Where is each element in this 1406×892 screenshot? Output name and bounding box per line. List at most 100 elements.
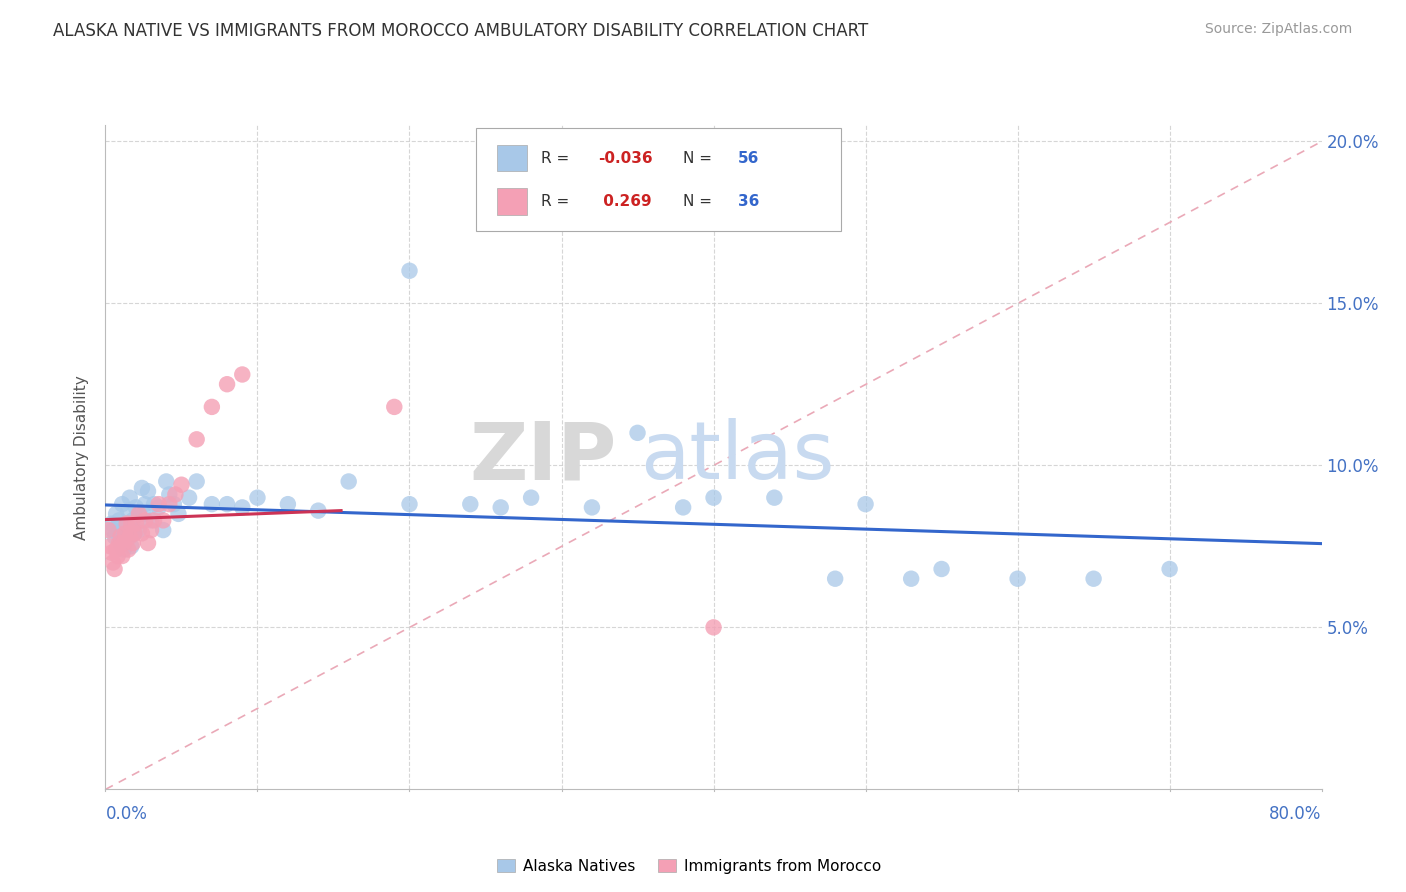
- Text: R =: R =: [541, 151, 574, 166]
- Point: [136, 536, 159, 550]
- Point: [702, 491, 725, 505]
- Point: [672, 500, 695, 515]
- Point: [163, 497, 186, 511]
- Point: [165, 487, 187, 501]
- Point: [100, 546, 122, 560]
- Bar: [498, 145, 527, 171]
- Point: [118, 530, 141, 544]
- Text: 0.269: 0.269: [598, 194, 651, 209]
- Point: [702, 620, 725, 634]
- Point: [115, 533, 138, 547]
- Point: [155, 475, 177, 489]
- Point: [152, 523, 174, 537]
- Point: [115, 516, 138, 531]
- Point: [120, 539, 142, 553]
- Point: [1007, 572, 1029, 586]
- Point: [201, 497, 224, 511]
- Point: [107, 549, 129, 563]
- Point: [148, 497, 170, 511]
- Point: [231, 500, 253, 515]
- Point: [111, 497, 134, 511]
- Point: [170, 477, 193, 491]
- Legend: Alaska Natives, Immigrants from Morocco: Alaska Natives, Immigrants from Morocco: [491, 853, 887, 880]
- Point: [152, 513, 174, 527]
- Point: [458, 497, 481, 511]
- Bar: [498, 188, 527, 215]
- Text: ZIP: ZIP: [470, 418, 616, 496]
- Point: [105, 507, 128, 521]
- Point: [148, 500, 170, 515]
- Text: 80.0%: 80.0%: [1270, 805, 1322, 822]
- Point: [120, 516, 142, 531]
- Point: [489, 500, 512, 515]
- Point: [520, 491, 543, 505]
- Text: N =: N =: [683, 151, 717, 166]
- Point: [231, 368, 253, 382]
- Point: [124, 526, 146, 541]
- Text: N =: N =: [683, 194, 717, 209]
- Point: [1083, 572, 1105, 586]
- Point: [167, 507, 190, 521]
- Point: [186, 475, 208, 489]
- Text: 56: 56: [738, 151, 759, 166]
- Point: [128, 507, 150, 521]
- Point: [157, 497, 180, 511]
- Point: [581, 500, 603, 515]
- Point: [111, 549, 134, 563]
- Text: -0.036: -0.036: [598, 151, 652, 166]
- Point: [121, 513, 143, 527]
- FancyBboxPatch shape: [477, 128, 841, 231]
- Point: [824, 572, 846, 586]
- Point: [136, 484, 159, 499]
- Point: [118, 491, 141, 505]
- Point: [763, 491, 786, 505]
- Point: [98, 539, 121, 553]
- Point: [626, 425, 648, 440]
- Point: [110, 536, 132, 550]
- Point: [277, 497, 299, 511]
- Point: [177, 491, 200, 505]
- Text: Source: ZipAtlas.com: Source: ZipAtlas.com: [1205, 22, 1353, 37]
- Point: [125, 500, 148, 515]
- Point: [186, 433, 208, 447]
- Point: [143, 513, 166, 527]
- Point: [131, 481, 153, 495]
- Point: [103, 530, 125, 544]
- Point: [132, 507, 155, 521]
- Point: [134, 513, 156, 527]
- Point: [134, 497, 156, 511]
- Point: [117, 542, 139, 557]
- Point: [105, 542, 128, 557]
- Point: [101, 523, 124, 537]
- Text: 0.0%: 0.0%: [105, 805, 148, 822]
- Point: [157, 487, 180, 501]
- Text: 36: 36: [738, 194, 759, 209]
- Point: [398, 264, 420, 278]
- Point: [125, 516, 148, 531]
- Point: [382, 400, 405, 414]
- Point: [217, 377, 239, 392]
- Point: [101, 556, 124, 570]
- Y-axis label: Ambulatory Disability: Ambulatory Disability: [75, 375, 90, 540]
- Point: [108, 536, 131, 550]
- Point: [139, 523, 162, 537]
- Point: [124, 526, 146, 541]
- Point: [128, 523, 150, 537]
- Point: [110, 530, 132, 544]
- Point: [131, 526, 153, 541]
- Text: R =: R =: [541, 194, 574, 209]
- Point: [900, 572, 922, 586]
- Point: [100, 516, 122, 531]
- Point: [246, 491, 269, 505]
- Point: [114, 520, 136, 534]
- Point: [307, 503, 329, 517]
- Point: [114, 526, 136, 541]
- Point: [107, 526, 129, 541]
- Point: [143, 497, 166, 511]
- Point: [112, 536, 135, 550]
- Point: [117, 503, 139, 517]
- Point: [97, 523, 120, 537]
- Point: [931, 562, 953, 576]
- Point: [108, 513, 131, 527]
- Point: [121, 536, 143, 550]
